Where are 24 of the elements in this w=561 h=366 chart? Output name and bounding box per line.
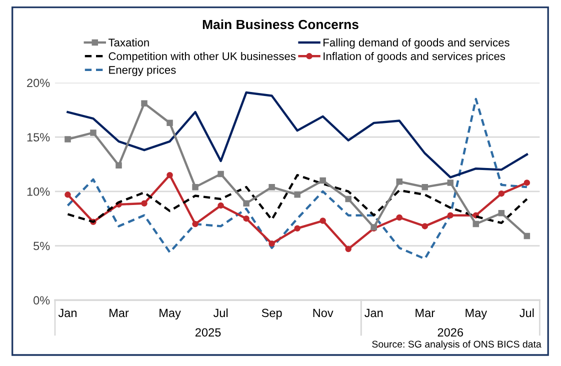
y-tick-label: 5% — [34, 242, 50, 250]
text: 2026 — [438, 328, 464, 337]
y-tick-label: 0% — [34, 296, 50, 305]
x-tick-label: Jan — [364, 308, 383, 318]
legend-label: Taxation — [108, 38, 149, 46]
x-tick-label: May — [466, 308, 488, 320]
source-note: Source: SG analysis of ONS BICS data — [372, 340, 542, 350]
y-tick-label: 10% — [27, 187, 50, 196]
chart-title: Main Business Concerns — [202, 19, 358, 30]
legend-label: Inflation of goods and services prices — [324, 52, 506, 62]
x-tick-label: Jul — [213, 308, 228, 318]
x-tick-label: Mar — [110, 308, 129, 318]
legend-label: Falling demand of goods and services — [324, 38, 510, 49]
x-tick-label: Mar — [416, 308, 435, 318]
x-tick-label: May — [160, 308, 181, 320]
legend-label: Competition with other UK businesses — [108, 52, 296, 62]
x-tick-label: Jul — [520, 308, 534, 318]
text: 2025 — [196, 328, 221, 337]
y-tick-label: 15% — [27, 133, 50, 142]
legend-label: Energy prices — [109, 66, 176, 76]
x-tick-label: Sep — [262, 308, 282, 320]
x-tick-label: Nov — [313, 308, 334, 318]
y-tick-label: 20% — [27, 78, 50, 88]
x-tick-label: Jan — [58, 308, 76, 318]
